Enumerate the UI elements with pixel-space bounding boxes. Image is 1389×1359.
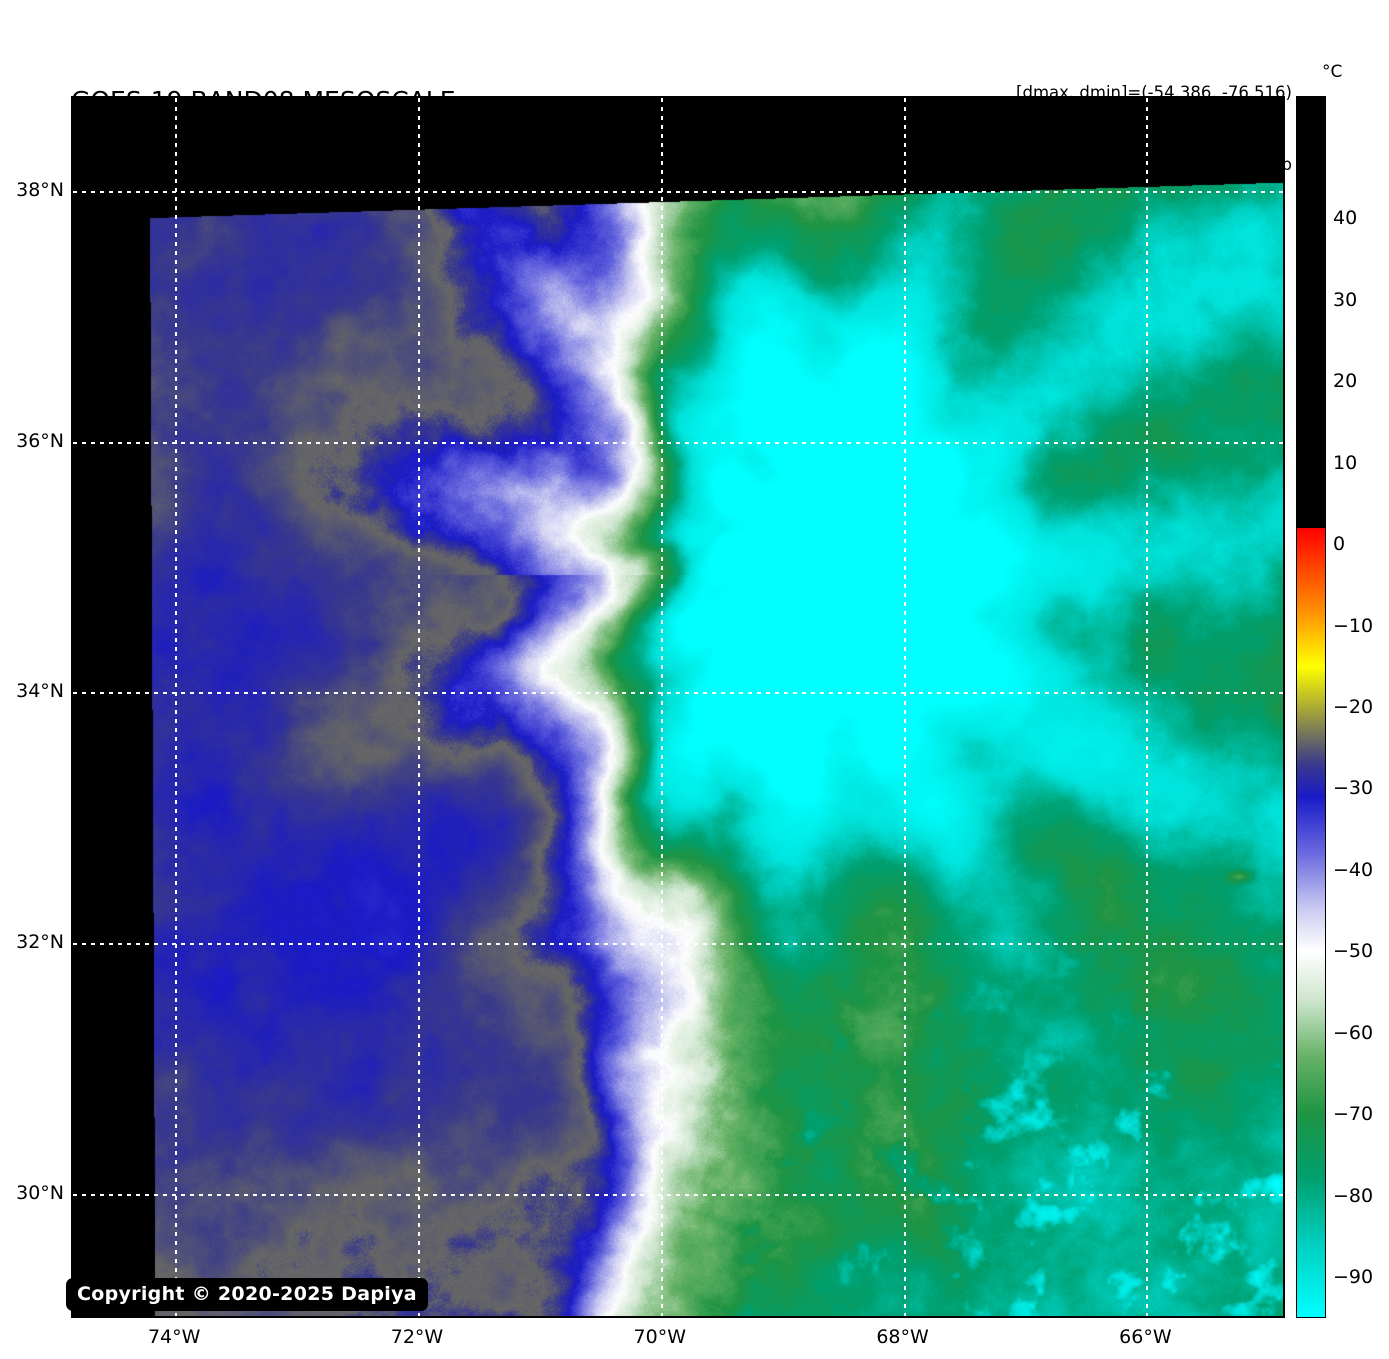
colorbar-tick-label: 30 xyxy=(1333,288,1358,311)
colorbar-unit-label: °C xyxy=(1322,62,1343,82)
colorbar-tick-label: −80 xyxy=(1333,1184,1374,1207)
latitude-tick-label: 32°N xyxy=(16,931,64,953)
colorbar-tick-label: −20 xyxy=(1333,696,1374,718)
latitude-tick-label: 30°N xyxy=(16,1181,64,1204)
temperature-colorbar[interactable] xyxy=(1296,96,1326,1318)
longitude-tick-label: 74°W xyxy=(147,1326,201,1348)
colorbar-tick-label: 10 xyxy=(1333,451,1358,474)
colorbar-tick-label: −70 xyxy=(1333,1103,1374,1126)
colorbar-tick-label: 20 xyxy=(1333,370,1358,393)
colorbar-tick-label: −60 xyxy=(1333,1021,1374,1044)
latitude-tick-label: 36°N xyxy=(16,429,64,452)
longitude-tick-label: 70°W xyxy=(633,1326,687,1348)
copyright-watermark: Copyright © 2020-2025 Dapiya xyxy=(66,1278,428,1311)
colorbar-tick-label: −50 xyxy=(1333,940,1374,963)
satellite-imagery-canvas xyxy=(73,98,1283,1316)
longitude-tick-label: 68°W xyxy=(876,1326,929,1348)
colorbar-tick-label: 40 xyxy=(1333,207,1358,230)
longitude-tick-label: 72°W xyxy=(390,1326,444,1348)
satellite-image-plot[interactable] xyxy=(71,96,1285,1318)
colorbar-tick-label: 0 xyxy=(1333,533,1346,556)
latitude-tick-label: 38°N xyxy=(16,179,64,201)
colorbar-gradient xyxy=(1297,97,1325,1317)
colorbar-tick-label: −30 xyxy=(1333,777,1374,800)
colorbar-tick-label: −40 xyxy=(1333,858,1374,881)
latitude-tick-label: 34°N xyxy=(16,680,64,703)
longitude-tick-label: 66°W xyxy=(1119,1326,1172,1348)
colorbar-tick-label: −90 xyxy=(1333,1266,1374,1289)
colorbar-tick-label: −10 xyxy=(1333,614,1374,637)
